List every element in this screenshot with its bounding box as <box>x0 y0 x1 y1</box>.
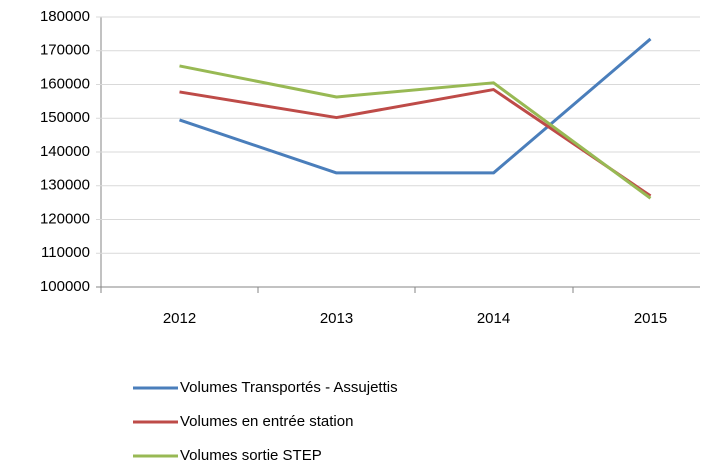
series-line <box>179 37 652 175</box>
y-tick-label: 130000 <box>40 177 90 194</box>
legend-label: Volumes en entrée station <box>180 413 353 430</box>
y-tick-label: 170000 <box>40 42 90 59</box>
x-tick-label: 2012 <box>163 310 196 327</box>
series-line <box>179 64 652 200</box>
y-tick-label: 180000 <box>40 8 90 25</box>
legend-label: Volumes Transportés - Assujettis <box>180 379 398 396</box>
y-tick-label: 110000 <box>41 244 90 261</box>
y-tick-label: 160000 <box>40 75 90 92</box>
y-tick-label: 100000 <box>40 278 90 295</box>
x-tick-label: 2013 <box>320 310 353 327</box>
y-tick-label: 140000 <box>40 143 90 160</box>
legend-label: Volumes sortie STEP <box>180 447 322 464</box>
y-tick-label: 120000 <box>40 210 90 227</box>
y-tick-label: 150000 <box>40 109 90 126</box>
x-tick-label: 2014 <box>477 310 510 327</box>
x-tick-label: 2015 <box>634 310 667 327</box>
series-line <box>179 88 652 198</box>
